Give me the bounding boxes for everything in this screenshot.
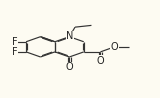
Text: O: O — [66, 62, 73, 72]
Text: O: O — [111, 42, 118, 52]
Text: F: F — [12, 47, 17, 57]
Text: F: F — [12, 37, 17, 47]
Text: N: N — [66, 31, 74, 41]
Text: O: O — [97, 56, 104, 66]
